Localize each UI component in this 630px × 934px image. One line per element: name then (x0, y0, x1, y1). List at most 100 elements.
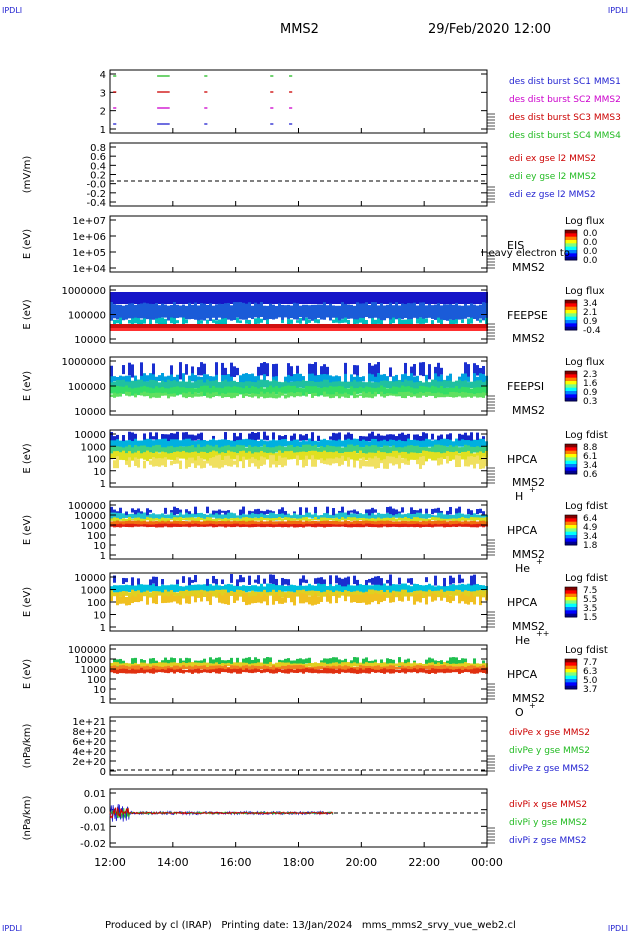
panel-feepse-pixel (221, 318, 224, 325)
header-datetime: 29/Feb/2020 12:00 (428, 22, 551, 37)
panel-feepse-pixel (419, 328, 422, 331)
panel-hpca_hepp-pixel (314, 593, 317, 605)
panel-hpca_he-pixel (122, 524, 125, 527)
panel-feepse-pixel (455, 319, 458, 324)
panel-hpca_o-pixel (356, 657, 359, 667)
panel-feepse-pixel (113, 319, 116, 325)
panel-hpca_hepp-pixel (347, 584, 350, 594)
panel-hpca_he-pixel (416, 512, 419, 520)
panel-eis-colorbar-swatch (565, 230, 577, 234)
panel-hpca_o-pixel (140, 668, 143, 673)
panel-feepsi-pixel (440, 385, 443, 396)
panel-hpca_hepp-pixel (308, 596, 311, 605)
panel-hpca_hepp-pixel (206, 578, 209, 588)
panel-hpca_he-pixel (323, 517, 326, 521)
panel-hpca_h-pixel (410, 439, 413, 448)
panel-hpca_o-pixel (194, 668, 197, 673)
panel-hpca_hepp-pixel (344, 577, 347, 588)
panel-hpca_h-pixel (131, 441, 134, 449)
panel-hpca_h-pixel (404, 458, 407, 465)
panel-hpca_h-pixel (200, 451, 203, 461)
panel-hpca_o-pixel (110, 669, 113, 673)
panel-hpca_he-pixel (353, 524, 356, 528)
panel-hpca_o-pixel (434, 668, 437, 674)
panel-hpca_h-pixel (122, 450, 125, 461)
panel-hpca_he-pixel (326, 520, 329, 525)
panel-hpca_he-pixel (344, 518, 347, 522)
panel-feepsi-pixel (182, 392, 185, 398)
panel-hpca_o-pixel (344, 658, 347, 664)
panel-feepse-pixel (356, 302, 359, 320)
panel-hpca_h-pixel (332, 452, 335, 461)
panel-hpca_o-pixel (113, 669, 116, 674)
panel-feepse-pixel (161, 317, 164, 326)
panel-feepse-pixel (308, 324, 311, 328)
panel-feepsi-pixel (131, 380, 134, 389)
panel-hpca_he-pixel (212, 521, 215, 526)
panel-hpca_hepp-pixel (254, 585, 257, 592)
panel-feepse-pixel (479, 319, 482, 323)
panel-hpca_o-pixel (446, 668, 449, 673)
panel-hpca_h-colorbar-swatch (565, 444, 577, 448)
panel-hpca_he-pixel (302, 524, 305, 528)
panel-hpca_o-pixel (479, 668, 482, 673)
panel-feepse-pixel (332, 328, 335, 331)
panel-hpca_h-pixel (404, 434, 407, 442)
panel-feepsi-pixel (158, 392, 161, 398)
panel-hpca_h-pixel (383, 452, 386, 462)
panel-feepsi-pixel (170, 374, 173, 383)
panel-feepse-pixel (194, 302, 197, 320)
panel-feepse-pixel (329, 324, 332, 328)
panel-hpca_o-species: O (515, 706, 524, 719)
panel-feepsi-pixel (248, 374, 251, 383)
panel-hpca_hepp-pixel (164, 589, 167, 598)
panel-feepsi-pixel (323, 379, 326, 390)
panel-feepsi-pixel (203, 385, 206, 396)
panel-feepsi-pixel (155, 392, 158, 398)
panel-hpca_o-pixel (134, 665, 137, 670)
panel-hpca_h-pixel (476, 439, 479, 448)
panel-hpca_hepp-pixel (110, 596, 113, 602)
panel-hpca_o-pixel (311, 666, 314, 670)
panel-hpca_hepp-pixel (344, 590, 347, 597)
panel-hpca_he-pixel (308, 512, 311, 518)
panel-hpca_o-pixel (371, 662, 374, 667)
panel-hpca_o-pixel (236, 665, 239, 670)
panel-hpca_o-pixel (308, 668, 311, 673)
panel-hpca_h-pixel (254, 446, 257, 454)
panel-feepsi-pixel (188, 391, 191, 398)
panel-hpca_o-pixel (329, 658, 332, 666)
panel-hpca_he-pixel (113, 524, 116, 528)
panel-hpca_h-pixel (143, 439, 146, 450)
panel-hpca_o-pixel (452, 657, 455, 666)
panel-hpca_he-pixel (446, 523, 449, 528)
panel-feepsi-pixel (470, 393, 473, 398)
panel-feepse-pixel (203, 292, 206, 304)
panel-feepse-pixel (149, 324, 152, 328)
panel-hpca_hepp-pixel (134, 585, 137, 594)
panel-feepse-pixel (323, 328, 326, 331)
panel-feepse-pixel (359, 292, 362, 304)
panel-feepse-pixel (143, 292, 146, 304)
panel-divpi-ytick-label: 0.00 (84, 806, 106, 817)
panel-hpca_h-pixel (173, 439, 176, 449)
panel-hpca_hepp-pixel (416, 594, 419, 602)
panel-hpca_h-pixel (458, 433, 461, 441)
panel-hpca_hepp-pixel (434, 586, 437, 593)
panel-hpca_h-pixel (272, 447, 275, 455)
panel-feepse-pixel (311, 292, 314, 304)
panel-hpca_hepp-pixel (272, 589, 275, 597)
panel-feepse-pixel (293, 324, 296, 328)
panel-feepse-pixel (227, 328, 230, 331)
panel-feepse-pixel (284, 324, 287, 328)
panel-hpca_hepp-pixel (248, 596, 251, 605)
panel-hpca_o-pixel (308, 663, 311, 667)
panel-feepse-pixel (371, 318, 374, 325)
panel-feepsi-pixel (263, 362, 266, 377)
panel-feepsi-pixel (179, 387, 182, 395)
panel-hpca_he-pixel (344, 512, 347, 521)
panel-feepse-pixel (254, 328, 257, 331)
panel-hpca_o-pixel (401, 662, 404, 667)
panel-hpca_o-pixel (245, 662, 248, 667)
panel-feepsi-pixel (413, 376, 416, 383)
